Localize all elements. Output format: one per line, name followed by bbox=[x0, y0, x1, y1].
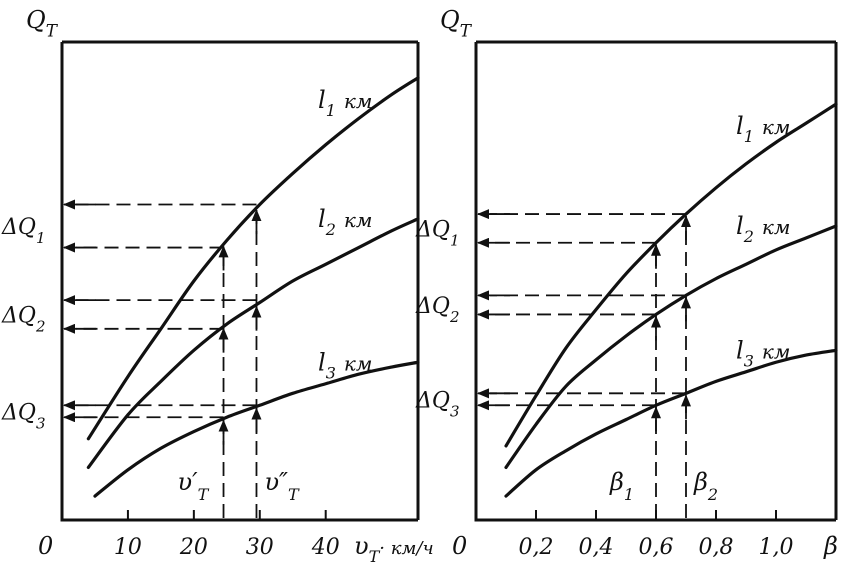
series-label-3: l3 км bbox=[736, 336, 790, 370]
series-label-unit: км bbox=[762, 115, 791, 139]
marker-label-sub: T bbox=[288, 485, 300, 504]
series-line-1 bbox=[504, 102, 838, 448]
y-axis-label-sub: T bbox=[460, 20, 473, 40]
y-axis-label: QT bbox=[440, 6, 473, 40]
series-label-unit: км bbox=[344, 351, 373, 375]
marker-label-main: υ″ bbox=[264, 468, 288, 496]
x-axis-label-sub: T bbox=[369, 547, 381, 566]
x-tick-label: 0,4 bbox=[579, 535, 614, 560]
series-label-name: l bbox=[736, 112, 744, 140]
x-axis-label: υT· км/ч bbox=[354, 532, 434, 566]
series-label-sub: 2 bbox=[325, 220, 336, 239]
delta-label-sub: 3 bbox=[36, 414, 46, 432]
delta-label-sub: 1 bbox=[36, 229, 46, 247]
marker-label-1: υ′T bbox=[178, 468, 210, 504]
marker-label-main: υ′ bbox=[178, 468, 199, 496]
axes bbox=[60, 42, 418, 522]
series-label-3: l3 км bbox=[318, 348, 372, 382]
series-line-2 bbox=[86, 217, 420, 470]
delta-label-sub: 2 bbox=[35, 317, 46, 335]
series-label-name: l bbox=[318, 348, 326, 376]
x-axis-label: β bbox=[823, 532, 838, 560]
x-origin-label: 0 bbox=[452, 532, 467, 560]
series-label-name: l bbox=[736, 212, 744, 240]
series-label-sub: 3 bbox=[744, 351, 754, 370]
x-tick-label: 0,2 bbox=[519, 535, 554, 560]
x-tick-label: 0,8 bbox=[699, 535, 734, 560]
delta-label-main: ΔQ bbox=[1, 215, 36, 240]
delta-label-main: ΔQ bbox=[1, 400, 36, 425]
y-axis-label-sub: T bbox=[46, 20, 59, 40]
series-label-name: l bbox=[318, 86, 326, 114]
delta-label-3: ΔQ3 bbox=[415, 388, 459, 420]
series-label-2: l2 км bbox=[318, 205, 372, 239]
series-label-2: l2 км bbox=[736, 212, 790, 246]
delta-label-1: ΔQ1 bbox=[415, 217, 459, 249]
x-tick-label: 20 bbox=[179, 535, 208, 560]
series-line-3 bbox=[93, 360, 420, 498]
x-axis-label-main: β bbox=[823, 532, 838, 560]
marker-label-2: υ″T bbox=[264, 468, 300, 504]
marker-label-main: β bbox=[609, 468, 624, 496]
series-label-sub: 1 bbox=[744, 127, 754, 146]
x-tick-label: 40 bbox=[311, 535, 340, 560]
delta-label-main: ΔQ bbox=[415, 294, 450, 319]
delta-label-main: ΔQ bbox=[1, 303, 36, 328]
delta-label-sub: 3 bbox=[450, 402, 460, 420]
marker-label-sub: 1 bbox=[624, 485, 634, 504]
series-label-unit: км bbox=[762, 339, 791, 363]
delta-label-1: ΔQ1 bbox=[1, 215, 45, 247]
series-label-sub: 2 bbox=[743, 227, 754, 246]
marker-label-sub: 2 bbox=[707, 485, 718, 504]
delta-label-3: ΔQ3 bbox=[1, 400, 45, 432]
marker-label-2: β2 bbox=[693, 468, 718, 504]
series-label-name: l bbox=[736, 336, 744, 364]
delta-label-2: ΔQ2 bbox=[415, 294, 459, 326]
series-line-2 bbox=[504, 224, 838, 470]
marker-label-sub: T bbox=[198, 485, 210, 504]
series-label-1: l1 км bbox=[318, 86, 372, 120]
series-label-1: l1 км bbox=[736, 112, 790, 146]
series-line-3 bbox=[504, 348, 838, 498]
series-label-name: l bbox=[318, 205, 326, 233]
series-line-1 bbox=[86, 76, 420, 441]
y-axis-label: QT bbox=[26, 6, 59, 40]
y-axis-label-main: Q bbox=[440, 6, 460, 34]
y-axis-label-main: Q bbox=[26, 6, 46, 34]
delta-label-main: ΔQ bbox=[415, 217, 450, 242]
series-label-sub: 1 bbox=[326, 101, 336, 120]
series-label-unit: км bbox=[344, 89, 373, 113]
marker-label-1: β1 bbox=[609, 468, 634, 504]
x-tick-label: 30 bbox=[246, 535, 274, 560]
delta-label-sub: 1 bbox=[450, 231, 460, 249]
x-axis-label-main: υ bbox=[354, 532, 369, 560]
delta-label-2: ΔQ2 bbox=[1, 303, 45, 335]
delta-label-sub: 2 bbox=[449, 308, 460, 326]
x-tick-label: 1,0 bbox=[759, 535, 794, 560]
x-tick-label: 10 bbox=[114, 535, 142, 560]
series-label-unit: км bbox=[344, 208, 373, 232]
series-label-unit: км bbox=[762, 215, 791, 239]
x-axis-unit: · км/ч bbox=[379, 538, 433, 559]
x-tick-label: 0,6 bbox=[639, 535, 674, 560]
x-origin-label: 0 bbox=[38, 532, 53, 560]
series-label-sub: 3 bbox=[326, 363, 336, 382]
marker-label-main: β bbox=[693, 468, 708, 496]
delta-label-main: ΔQ bbox=[415, 388, 450, 413]
